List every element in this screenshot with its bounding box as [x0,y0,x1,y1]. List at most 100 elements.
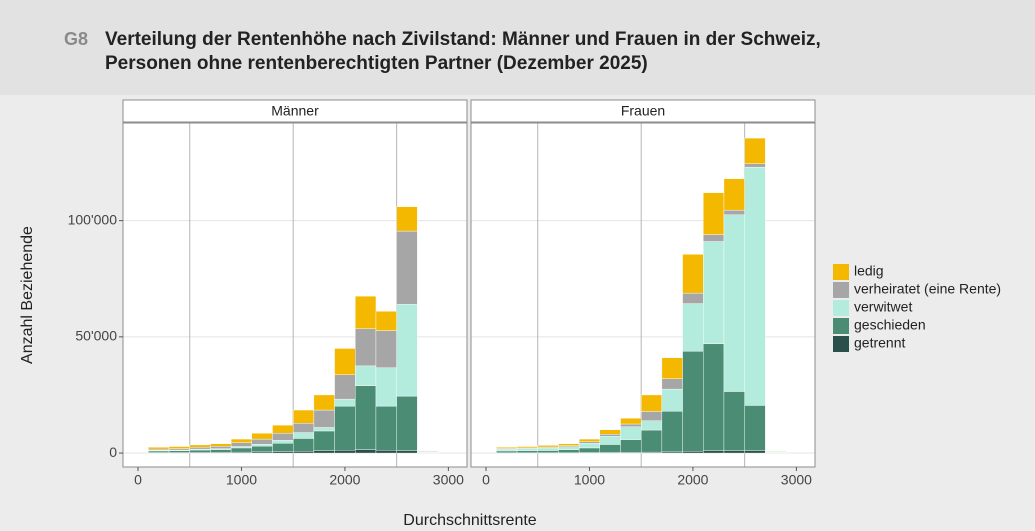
x-tick-label: 3000 [781,472,812,488]
title-line: Verteilung der Rentenhöhe nach Zivilstan… [105,29,821,50]
bar-segment [599,429,621,435]
bar-segment [292,423,315,433]
bar-segment [558,443,580,446]
bar-segment [723,178,745,211]
bar-segment [496,447,518,449]
bar-segment [230,438,253,443]
panel-border [122,122,468,468]
bar-segment [516,446,538,449]
bar-segment [210,443,232,447]
bar-segment [230,447,253,453]
bar-segment [620,423,642,427]
x-tick-label: 1000 [226,472,257,488]
bar-segment [292,450,315,454]
bar-segment [703,343,725,451]
bar-segment [334,374,356,400]
bar-segment [355,365,377,386]
bar-segment [744,163,766,168]
bar-segment [682,254,704,294]
bar-segment [578,438,601,442]
bar-segment [496,448,518,452]
legend-label: verheiratet (eine Rente) [854,281,1001,297]
bar-segment [558,449,580,454]
bar-segment [682,351,704,452]
bar-segment [744,166,766,406]
bar-segment [723,450,745,454]
bar-segment [661,411,683,453]
bar-segment [703,241,725,345]
bar-segment [703,234,725,242]
bar-segment [168,448,190,451]
bar-segment [375,405,397,451]
bar-segment [682,292,704,304]
bar-segment [640,420,663,431]
x-tick-label: 0 [134,472,142,488]
legend-key [833,336,849,352]
bar-segment [313,409,335,428]
bar-segment [292,438,315,452]
legend-key [833,264,849,280]
bar-segment [640,394,663,412]
header-bg [0,0,1035,95]
bar-segment [189,447,211,450]
bar-segment [661,388,683,412]
bar-segment [396,206,418,232]
bar-segment [578,441,601,444]
bar-segment [682,303,704,352]
bar-segment [375,450,397,454]
legend-label: ledig [854,263,884,279]
bar-segment [620,439,642,453]
strip [122,99,468,123]
bar-segment [355,449,377,454]
legend-label: getrennt [854,335,905,351]
bar-segment [744,450,766,454]
bar-segment [251,445,273,453]
bar-segment [168,450,190,453]
bar-segment [251,444,273,447]
bar-segment [375,330,397,368]
bar-segment [558,446,580,451]
bar-segment [230,442,253,447]
bar-segment [272,451,294,454]
bar-segment [375,367,397,407]
panel-border [470,122,816,468]
bar-segment [537,445,559,448]
bar-segment [620,426,642,440]
bar-segment [168,446,190,449]
y-axis-label: Anzahl Beziehende [19,226,36,364]
legend-label: geschieden [854,317,926,333]
bar-segment [355,385,377,450]
bar-segment [396,395,418,451]
bar-segment [396,304,418,397]
bar-segment [744,405,766,451]
x-tick-label: 1000 [574,472,605,488]
bar-segment [355,295,377,329]
bar-segment [272,440,294,444]
x-tick-label: 2000 [329,472,360,488]
x-tick-label: 3000 [433,472,464,488]
bar-segment [313,450,335,454]
legend-key [833,300,849,316]
legend-key [833,282,849,298]
bar-segment [703,192,725,235]
bar-segment [599,436,621,445]
title-line: Personen ohne rentenberechtigten Partner… [105,53,648,74]
bar-segment [272,443,294,452]
bar-segment [292,432,315,439]
bar-segment [640,411,663,421]
bar-segment [620,417,642,425]
y-tick-label: 100'000 [68,211,118,227]
bar-segment [210,446,232,449]
bar-segment [723,391,745,451]
bar-segment [189,449,211,453]
bar-segment [537,450,559,454]
bar-segment [148,447,170,450]
bar-segment [516,450,538,454]
bar-segment [313,430,335,451]
x-tick-label: 2000 [677,472,708,488]
bar-segment [682,450,704,454]
bar-segment [578,447,601,453]
bar-segment [723,214,745,392]
figure-code: G8 [64,29,88,49]
